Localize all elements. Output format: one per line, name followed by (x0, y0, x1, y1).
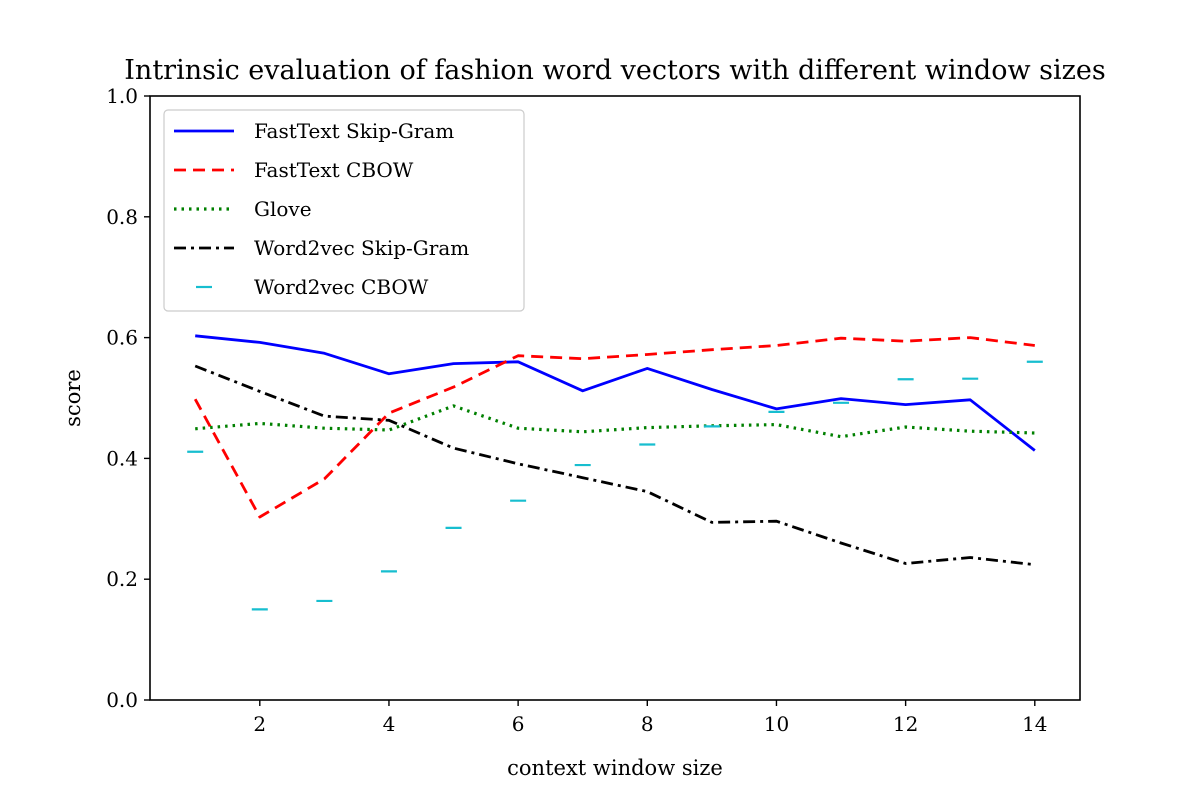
series-2 (195, 404, 1035, 439)
legend-label: Word2vec CBOW (254, 275, 429, 299)
series-4 (187, 360, 1043, 611)
y-tick-label: 0.8 (106, 205, 138, 229)
legend-label: Glove (254, 197, 312, 221)
x-tick-label: 6 (512, 712, 525, 736)
series-3 (194, 364, 1035, 567)
x-tick-label: 4 (383, 712, 396, 736)
legend-frame (163, 109, 525, 312)
x-tick-label: 2 (253, 712, 266, 736)
x-axis: 2 4 6 8 10 12 14 (253, 700, 1048, 736)
y-tick-label: 0.2 (106, 567, 138, 591)
x-tick-label: 10 (764, 712, 789, 736)
series-line (193, 336, 1035, 519)
x-tick-label: 8 (641, 712, 654, 736)
series-layer (187, 334, 1043, 611)
chart-title: Intrinsic evaluation of fashion word vec… (124, 55, 1105, 86)
y-axis: 0.0 0.2 0.4 0.6 0.8 1.0 (106, 84, 150, 712)
legend-label: FastText Skip-Gram (254, 119, 454, 143)
x-tick-label: 14 (1022, 712, 1047, 736)
y-axis-label: score (61, 369, 85, 427)
y-tick-label: 0.0 (106, 688, 138, 712)
series-line (195, 404, 1035, 439)
legend-label: FastText CBOW (254, 158, 414, 182)
y-tick-label: 0.4 (106, 446, 138, 470)
x-axis-label: context window size (507, 756, 723, 780)
legend-label: Word2vec Skip-Gram (254, 236, 469, 260)
legend: FastText Skip-Gram FastText CBOW Glove Word… (163, 109, 525, 312)
series-1 (193, 336, 1035, 519)
series-line (195, 334, 1036, 452)
x-tick-label: 12 (893, 712, 918, 736)
series-line (194, 364, 1035, 567)
y-tick-label: 1.0 (106, 84, 138, 108)
y-tick-label: 0.6 (106, 326, 138, 350)
series-0 (195, 334, 1036, 452)
